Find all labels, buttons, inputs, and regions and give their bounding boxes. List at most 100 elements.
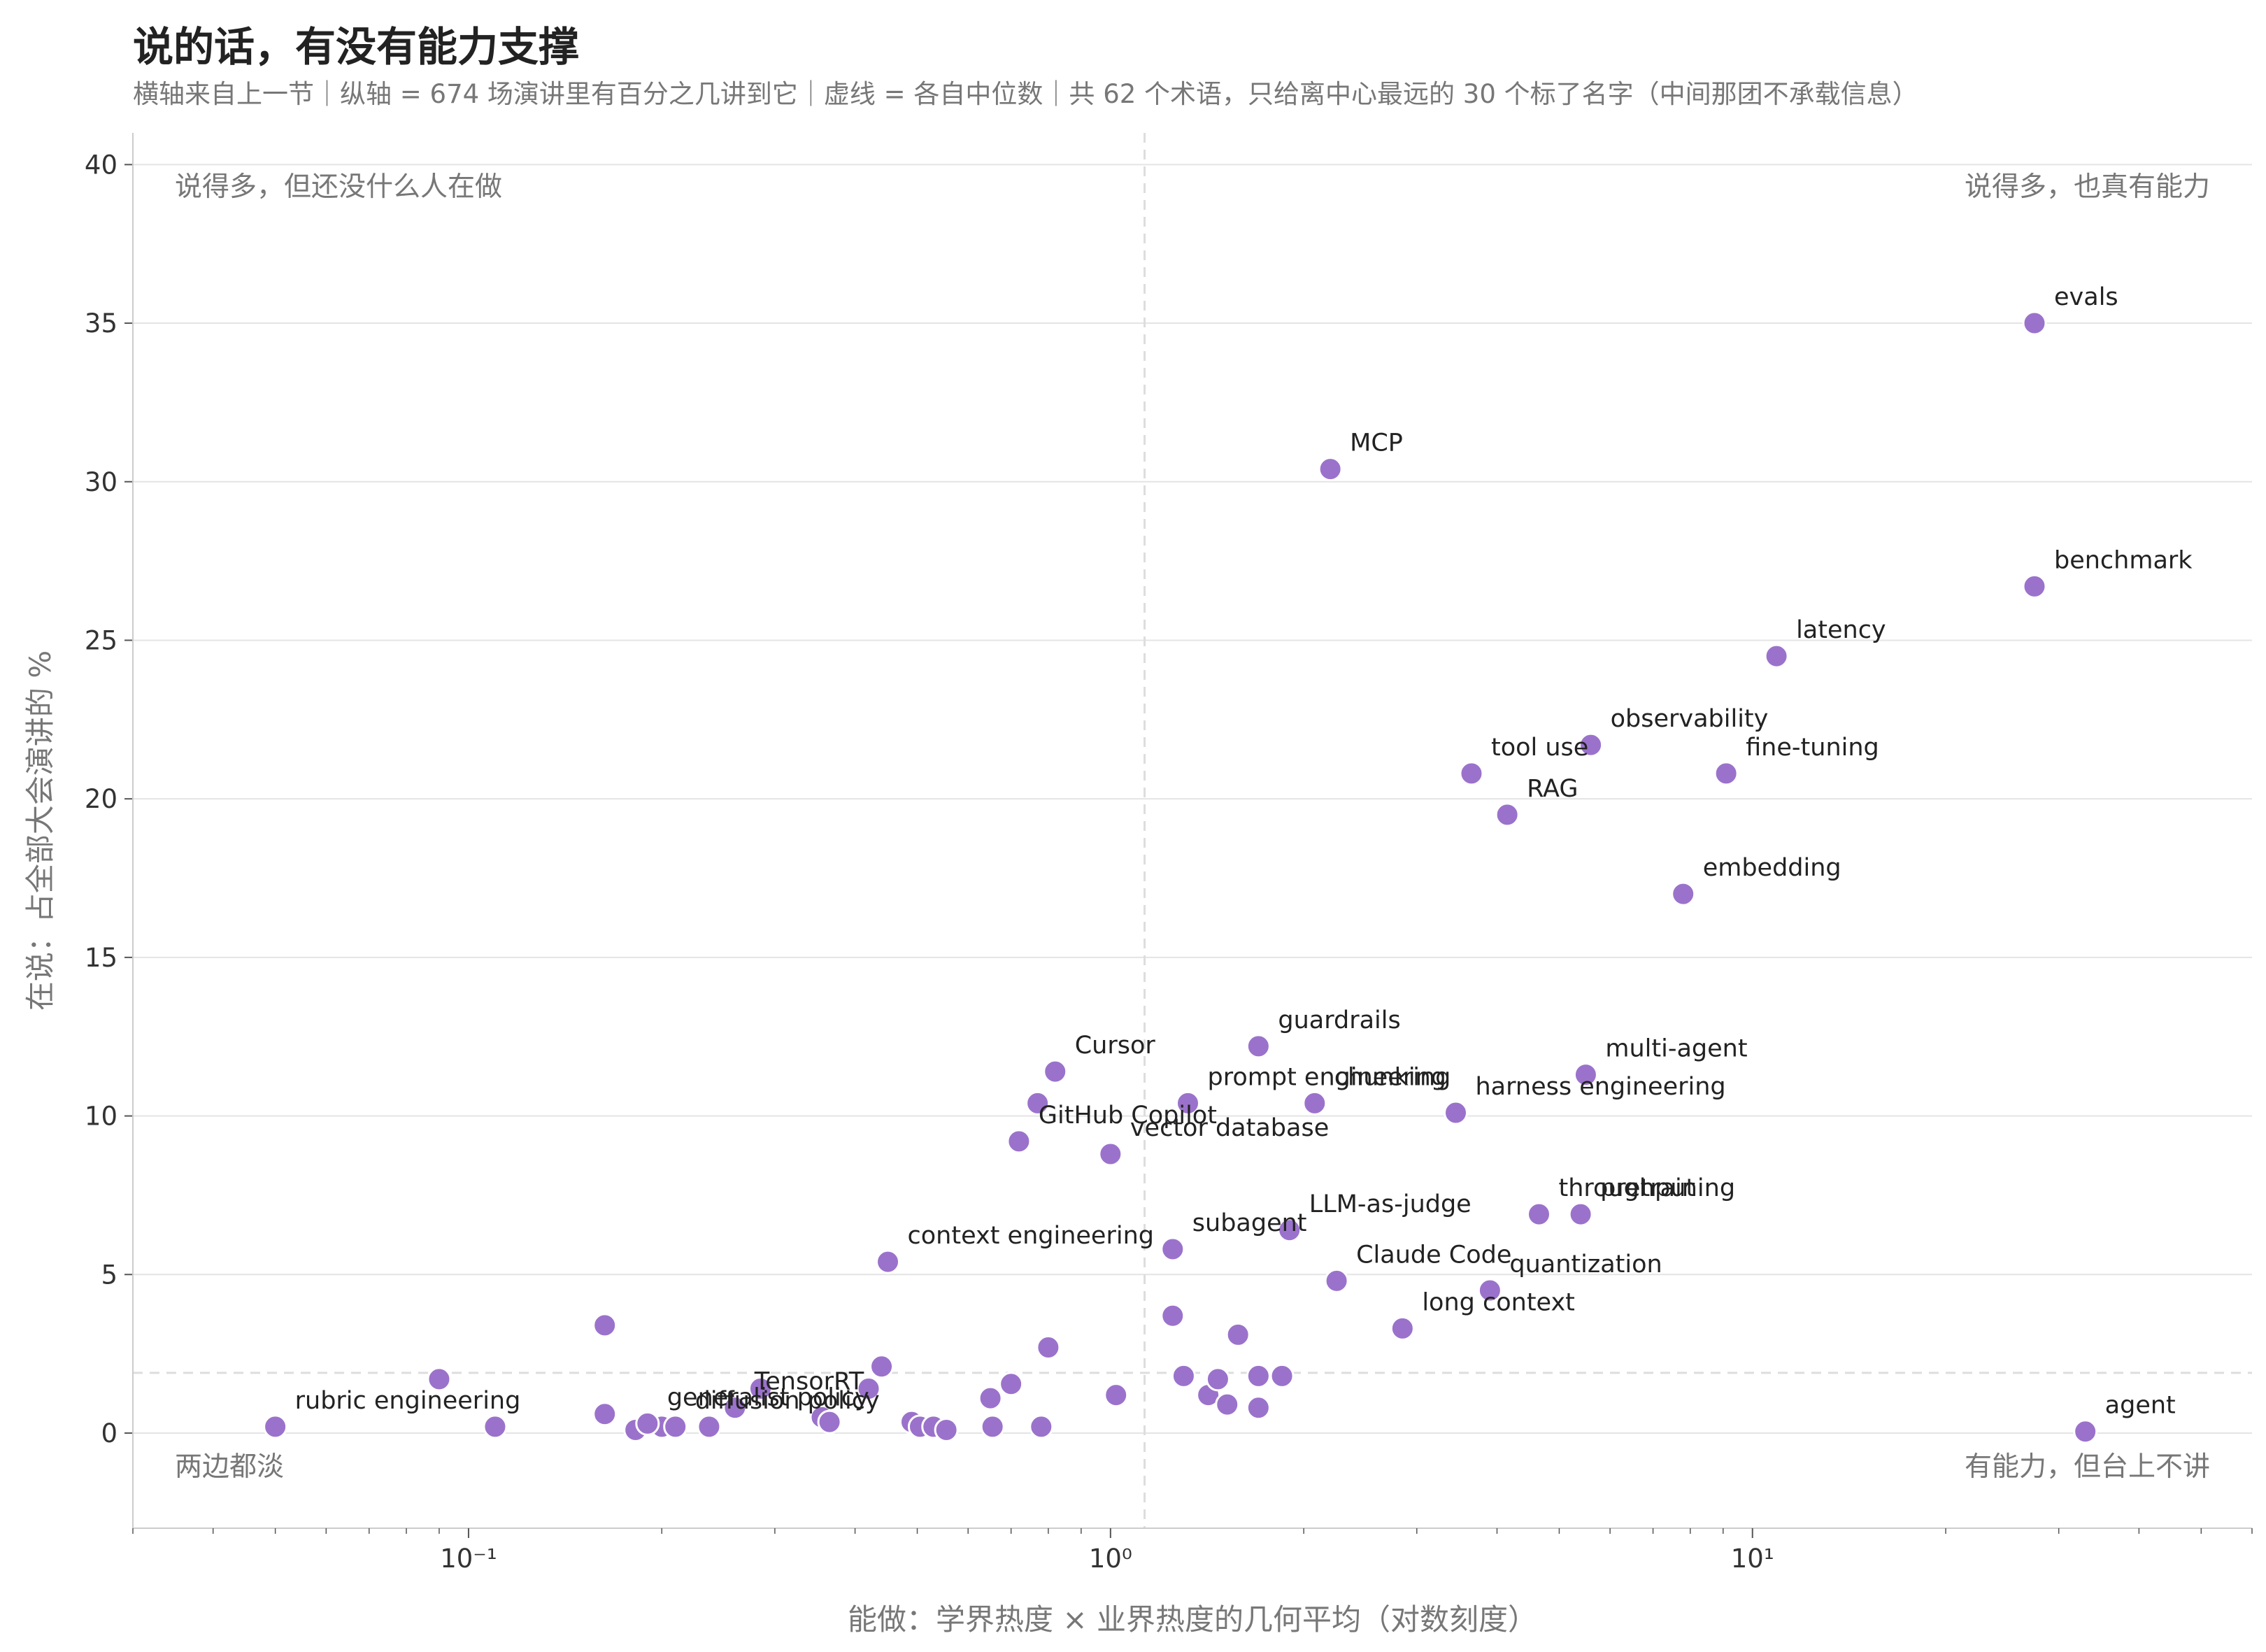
data-point-mcp: [1318, 457, 1343, 482]
point-label: vector database: [1130, 1114, 1329, 1142]
point-label: diffusion policy: [695, 1387, 880, 1415]
data-point: [1104, 1383, 1129, 1408]
data-point: [1215, 1392, 1240, 1417]
y-tick-label: 25: [85, 625, 117, 655]
quadrant-label-bottom-left: 两边都淡: [175, 1451, 284, 1483]
chart-title: 说的话，有没有能力支撑: [133, 23, 580, 71]
y-tick-label: 10: [85, 1102, 117, 1132]
y-tick-label: 0: [101, 1418, 117, 1448]
point-label: generalist policy: [667, 1383, 869, 1411]
data-point: [592, 1402, 618, 1427]
data-point: [1160, 1303, 1185, 1328]
point-label: evals: [2054, 283, 2118, 311]
data-point: [869, 1354, 895, 1379]
x-tick-label: 10⁰: [1089, 1544, 1132, 1574]
data-point-tensorrt: [722, 1395, 748, 1420]
y-tick-label: 20: [85, 784, 117, 814]
point-label: quantization: [1509, 1251, 1662, 1279]
x-tick-label: 10⁻¹: [440, 1544, 497, 1574]
point-label: TensorRT: [754, 1368, 864, 1396]
data-point-vector-database: [1098, 1141, 1123, 1167]
data-point-fine-tuning: [1713, 761, 1739, 786]
point-labels: evals MCP benchmark latency observability too…: [295, 283, 2193, 1420]
point-label: harness engineering: [1476, 1073, 1726, 1101]
data-point-rubric-engineering: [263, 1414, 288, 1439]
point-label: chunking: [1334, 1063, 1446, 1091]
point-label: prompt engineering: [1208, 1063, 1451, 1091]
point-label: tool use: [1491, 734, 1588, 762]
point-label: RAG: [1527, 775, 1578, 803]
data-point: [978, 1386, 1003, 1411]
point-label: observability: [1611, 705, 1769, 733]
data-point: [999, 1372, 1024, 1397]
point-label: fine-tuning: [1746, 734, 1879, 762]
data-point-prompt-engineering: [1176, 1090, 1201, 1116]
data-point: [1205, 1367, 1230, 1392]
quadrant-label-top-right: 说得多，也真有能力: [1965, 171, 2210, 203]
data-point-rag: [1495, 802, 1520, 827]
data-point-agent: [2073, 1419, 2098, 1444]
data-point-long-context: [1390, 1316, 1415, 1341]
data-point: [1025, 1090, 1050, 1116]
quadrant-label-bottom-right: 有能力，但台上不讲: [1965, 1451, 2210, 1483]
data-point-latency: [1764, 643, 1789, 669]
point-label: LLM-as-judge: [1309, 1190, 1472, 1218]
point-label: guardrails: [1278, 1006, 1400, 1034]
data-point: [1225, 1322, 1250, 1347]
data-point-claude-code: [1324, 1268, 1349, 1293]
point-label: subagent: [1192, 1209, 1307, 1237]
point-label: Cursor: [1075, 1032, 1156, 1060]
data-point-chunking: [1302, 1090, 1327, 1116]
data-point: [980, 1414, 1005, 1439]
data-point: [1246, 1363, 1271, 1388]
data-point-llm-as-judge: [1277, 1218, 1302, 1243]
point-label: context engineering: [908, 1222, 1154, 1250]
data-point-evals: [2022, 311, 2047, 336]
point-label: rubric engineering: [295, 1387, 521, 1415]
data-point: [427, 1367, 452, 1392]
quadrant-label-top-left: 说得多，但还没什么人在做: [175, 171, 502, 203]
y-tick-label: 30: [85, 467, 117, 497]
x-tick-label: 10¹: [1731, 1544, 1774, 1574]
data-point: [1029, 1414, 1054, 1439]
data-point-diffusion-policy: [663, 1414, 688, 1439]
x-axis-title: 能做：学界热度 × 业界热度的几何平均（对数刻度）: [848, 1602, 1537, 1637]
data-point-multi-agent: [1573, 1062, 1598, 1088]
median-lines: [133, 133, 2252, 1528]
data-point: [592, 1313, 618, 1338]
data-point: [697, 1414, 722, 1439]
data-point-pretraining: [1568, 1202, 1593, 1227]
y-axis-title: 在说：占全部大会演讲的 %: [23, 650, 57, 1011]
data-point: [934, 1417, 959, 1442]
data-point-subagent: [1160, 1237, 1185, 1262]
point-label: long context: [1422, 1288, 1575, 1316]
data-point-generalist-policy: [635, 1411, 660, 1436]
y-tick-label: 35: [85, 308, 117, 339]
data-point: [817, 1409, 842, 1434]
data-point-github-copilot: [1006, 1129, 1032, 1154]
point-label: agent: [2105, 1392, 2176, 1420]
data-point-tool-use: [1459, 761, 1484, 786]
data-point-harness-engineering: [1444, 1100, 1469, 1125]
point-label: Claude Code: [1356, 1241, 1511, 1269]
point-label: embedding: [1703, 854, 1841, 882]
y-tick-label: 15: [85, 943, 117, 973]
data-point-guardrails: [1246, 1034, 1271, 1059]
data-point-context-engineering: [876, 1249, 901, 1274]
data-point: [1269, 1363, 1295, 1388]
data-point: [1246, 1395, 1271, 1420]
data-point: [748, 1376, 773, 1401]
data-point: [1171, 1363, 1196, 1388]
data-points: [263, 311, 2098, 1444]
point-label: MCP: [1350, 429, 1403, 457]
axes: 0 5 10 15 20 25 30 35 40 10⁻¹ 10⁰ 10¹ 能做：学界热度 × 业界热度…: [23, 133, 2253, 1637]
data-point-cursor: [1043, 1059, 1068, 1084]
point-label: latency: [1796, 616, 1886, 644]
chart-subtitle: 横轴来自上一节｜纵轴 = 674 场演讲里有百分之几讲到它｜虚线 = 各自中位数…: [133, 79, 1918, 109]
grid-layer: [133, 164, 2252, 1434]
point-label: benchmark: [2054, 546, 2193, 574]
data-point: [1036, 1335, 1061, 1360]
data-point: [856, 1376, 881, 1401]
